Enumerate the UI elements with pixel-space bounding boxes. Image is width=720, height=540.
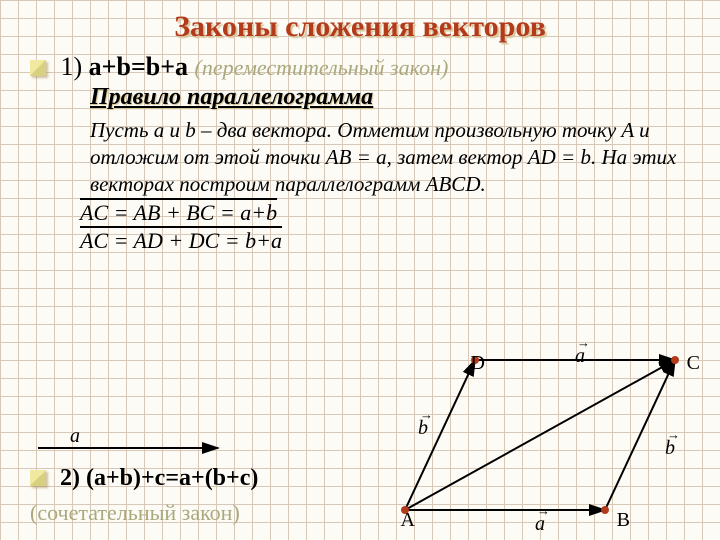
label-C: C: [687, 352, 700, 375]
equation-2: AC = AD + DC = b+a: [80, 228, 690, 254]
edge-BC: [605, 360, 675, 510]
edge-label-b-right: b →: [665, 437, 675, 460]
eq2-text: AC = AD + DC = b+a: [80, 228, 282, 253]
edge-AD: [405, 360, 475, 510]
edge-label-a-bottom: a →: [535, 513, 545, 536]
edge-label-a-top: a →: [575, 345, 585, 368]
law2-note: (сочетательный закон): [30, 500, 240, 526]
label-A: A: [401, 509, 415, 532]
vector-a-arrow: [38, 440, 228, 456]
page-title: Законы сложения векторов: [30, 10, 690, 44]
rule-subtitle: Правило параллелограмма: [90, 84, 690, 111]
law2-formula: (a+b)+c=a+(b+c): [86, 465, 258, 491]
bullet-icon: [30, 60, 46, 76]
law-2: 2) (a+b)+c=a+(b+c): [30, 465, 258, 492]
point-C: [671, 356, 679, 364]
law1-note: (переместительный закон): [195, 55, 449, 80]
law1-formula: a+b=b+a: [89, 52, 188, 81]
slide-content: Законы сложения векторов 1) a+b=b+a (пер…: [0, 0, 720, 264]
bullet-icon: [30, 470, 46, 486]
law2-prefix: 2): [60, 465, 80, 491]
law1-prefix: 1): [61, 52, 83, 81]
point-B: [601, 506, 609, 514]
label-D: D: [471, 352, 485, 375]
equation-1: AC = AB + BC = a+b: [80, 200, 690, 226]
edge-label-b-left: b →: [418, 417, 428, 440]
diagonal-AC: [405, 360, 675, 510]
description-paragraph: Пусть a и b – два вектора. Отметим произ…: [90, 117, 690, 198]
law-1: 1) a+b=b+a (переместительный закон): [30, 52, 690, 82]
eq1-text: AC = AB + BC = a+b: [80, 200, 277, 225]
label-B: B: [617, 509, 630, 532]
